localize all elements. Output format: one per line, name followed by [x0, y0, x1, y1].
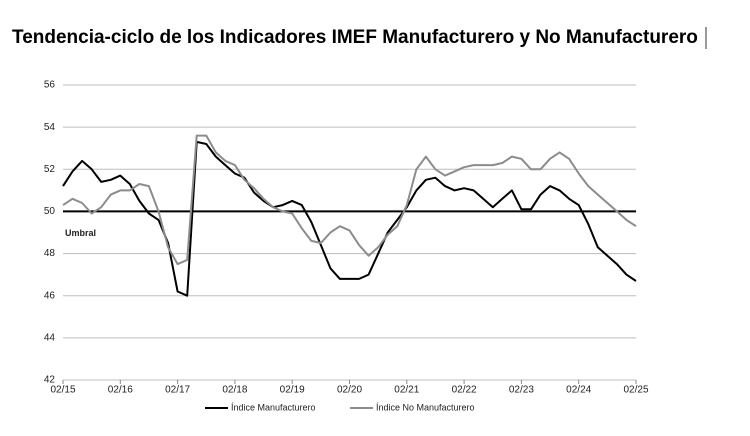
y-tick-label: 54: [44, 122, 56, 133]
x-tick-label: 02/22: [452, 385, 477, 396]
series-line: [62, 140, 637, 297]
x-tick-label: 02/18: [222, 385, 247, 396]
x-tick-label: 02/24: [566, 385, 591, 396]
legend-label: Índice Manufacturero: [231, 402, 316, 412]
x-tick-label: 02/15: [50, 385, 75, 396]
y-tick-label: 48: [44, 248, 56, 259]
x-tick-label: 02/20: [337, 385, 362, 396]
y-tick-label: 56: [44, 80, 56, 91]
x-tick-label: 02/17: [165, 385, 190, 396]
legend-label: Índice No Manufacturero: [376, 402, 475, 412]
x-tick-label: 02/16: [108, 385, 133, 396]
y-tick-label: 42: [44, 375, 56, 386]
x-tick-label: 02/25: [623, 385, 648, 396]
x-tick-label: 02/21: [394, 385, 419, 396]
y-tick-label: 44: [44, 332, 56, 343]
series-line: [62, 134, 637, 266]
y-tick-label: 50: [44, 206, 56, 217]
threshold-label: Umbral: [65, 228, 96, 238]
x-tick-label: 02/23: [509, 385, 534, 396]
y-tick-label: 52: [44, 164, 56, 175]
y-tick-label: 46: [44, 290, 56, 301]
chart-title: Tendencia-ciclo de los Indicadores IMEF …: [12, 27, 698, 48]
x-tick-label: 02/19: [280, 385, 305, 396]
